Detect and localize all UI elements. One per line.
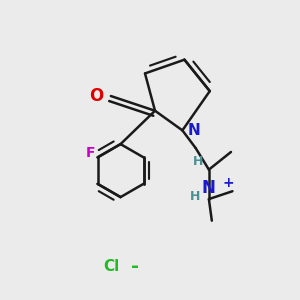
- Text: -: -: [131, 257, 139, 276]
- Text: +: +: [222, 176, 234, 190]
- Text: O: O: [89, 87, 103, 105]
- Text: N: N: [202, 179, 216, 197]
- Text: H: H: [193, 155, 203, 168]
- Text: Cl: Cl: [103, 259, 120, 274]
- Text: H: H: [190, 190, 200, 203]
- Text: N: N: [188, 123, 200, 138]
- Text: F: F: [86, 146, 95, 160]
